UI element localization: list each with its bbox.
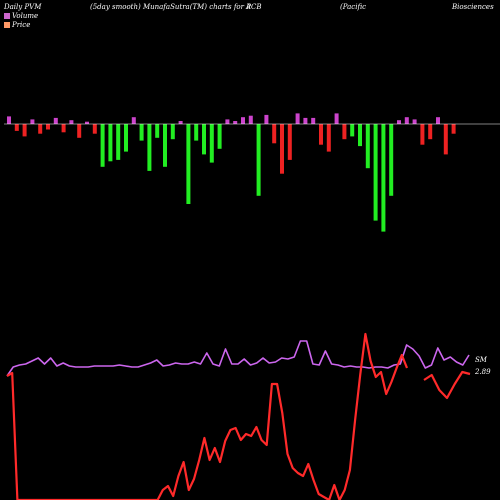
volume-bar [147, 124, 152, 171]
volume-bar [334, 113, 339, 124]
legend-price: Price [4, 21, 30, 29]
volume-bar [373, 124, 378, 221]
volume-bar [7, 116, 11, 124]
volume-bar [100, 124, 105, 167]
legend-volume: Volume [4, 12, 38, 20]
volume-bar [92, 124, 97, 134]
volume-bar [61, 124, 66, 133]
volume-bar [116, 124, 121, 160]
volume-bar [194, 124, 199, 141]
header-ticker: ACB [246, 3, 262, 11]
volume-bar [124, 124, 128, 152]
volume-bar [389, 124, 394, 196]
volume-bar [350, 124, 355, 137]
volume-bar [139, 124, 144, 141]
volume-bars [7, 113, 456, 232]
volume-bar [217, 124, 222, 149]
volume-bar [365, 124, 370, 169]
volume-bar [436, 117, 440, 124]
volume-bar [170, 124, 175, 140]
volume-bar [264, 114, 269, 124]
volume-bar [381, 124, 386, 232]
volume-swatch [4, 13, 10, 19]
volume-bar [46, 124, 50, 130]
volume-bar [248, 115, 253, 124]
price-line-tail [423, 370, 471, 400]
volume-bar [295, 113, 300, 124]
header-chart-title: (5day smooth) MunafaSutra(TM) charts for… [90, 3, 251, 11]
volume-bar [69, 120, 74, 124]
volume-line [6, 340, 470, 377]
volume-bar [85, 121, 89, 124]
volume-bar [209, 124, 214, 163]
price-line [6, 332, 409, 500]
volume-bar [287, 124, 292, 160]
price-volume-lines [6, 332, 471, 500]
volume-bar [30, 119, 35, 124]
volume-bar [77, 124, 82, 138]
volume-bar [326, 124, 331, 152]
volume-bar [358, 124, 362, 147]
volume-bar [451, 124, 456, 134]
volume-bar [225, 119, 230, 124]
volume-bar [397, 120, 401, 124]
volume-bar [404, 117, 409, 124]
sm-label: SM [475, 356, 488, 364]
volume-bar [155, 124, 160, 138]
header-company-part2: Biosciences [452, 3, 494, 11]
header-company-part1: (Pacific [340, 3, 367, 11]
volume-bar [131, 117, 136, 124]
volume-bar [280, 124, 284, 174]
legend-price-label: Price [12, 21, 31, 29]
volume-bar [428, 124, 433, 140]
price-swatch [4, 22, 10, 28]
volume-bar [311, 117, 316, 124]
volume-bar [241, 117, 245, 124]
price-value-label: 2.89 [474, 368, 491, 376]
volume-bar [163, 124, 167, 167]
volume-bar [38, 124, 43, 134]
volume-bar [443, 124, 448, 155]
volume-bar [178, 121, 183, 124]
volume-bar [202, 124, 206, 155]
header-daily-pvm: Daily PVM [4, 3, 42, 11]
volume-bar [53, 117, 58, 124]
volume-bar [412, 119, 417, 124]
volume-bar [233, 121, 238, 124]
volume-bar [108, 124, 113, 162]
volume-bar [186, 124, 191, 204]
volume-bar [319, 124, 323, 145]
volume-bar [14, 124, 19, 131]
volume-bar [342, 124, 347, 140]
volume-bar [272, 124, 277, 144]
volume-bar [22, 124, 27, 137]
volume-bar [303, 117, 308, 124]
legend-volume-label: Volume [12, 12, 39, 20]
volume-bar [420, 124, 425, 145]
volume-bar [256, 124, 261, 196]
